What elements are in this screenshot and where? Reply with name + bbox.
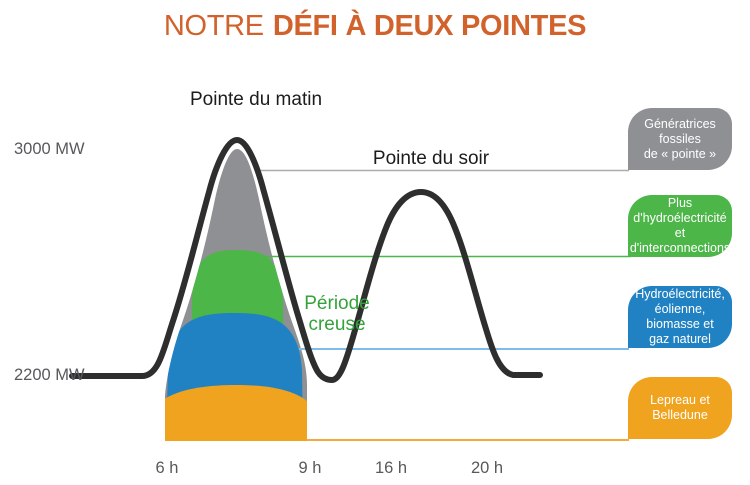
annotation-off-peak: Période creuse [304, 293, 370, 335]
x-tick-20h: 20 h [470, 459, 504, 477]
demand-curve-path [69, 137, 543, 383]
legend-box-more-hydro: Plus d'hydroélectricité et d'interconnec… [628, 195, 732, 257]
legend-box-fossil-peakers: Génératrices fossiles de « pointe » [628, 108, 732, 170]
x-tick-6h: 6 h [155, 459, 179, 477]
x-tick-9h: 9 h [298, 459, 322, 477]
page-title: NOTRE DÉFI À DEUX POINTES [0, 10, 750, 43]
legend-line: Lepreau et [650, 393, 710, 407]
legend-line: biomasse et [646, 317, 714, 331]
legend-line: d'interconnections [629, 241, 731, 255]
annotation-morning-peak: Pointe du matin [189, 89, 323, 110]
legend-line: Plus [667, 196, 693, 210]
legend-line: gaz naturel [649, 332, 711, 346]
legend-line: et [674, 226, 686, 240]
y-tick-3000mw: 3000 MW [14, 140, 85, 158]
title-prefix: NOTRE [163, 10, 264, 42]
legend-line: Belledune [652, 408, 708, 422]
legend-line: fossiles [659, 131, 701, 146]
legend-line: Génératrices [644, 116, 716, 131]
title-emphasis: DÉFI À DEUX POINTES [272, 10, 587, 42]
annotation-evening-peak: Pointe du soir [372, 148, 490, 169]
legend-box-lepreau-belledune: Lepreau et Belledune [628, 377, 732, 439]
x-tick-16h: 16 h [374, 459, 408, 477]
legend-line: Hydroélectricité, [635, 287, 725, 301]
stack-layer-baseload [165, 385, 307, 441]
y-tick-2200mw: 2200 MW [14, 366, 85, 384]
legend-line: de « pointe » [643, 146, 717, 161]
legend-line: d'hydroélectricité [633, 211, 727, 225]
legend-line: éolienne, [654, 302, 706, 316]
legend-box-hydro-mix: Hydroélectricité, éolienne, biomasse et … [628, 286, 732, 348]
